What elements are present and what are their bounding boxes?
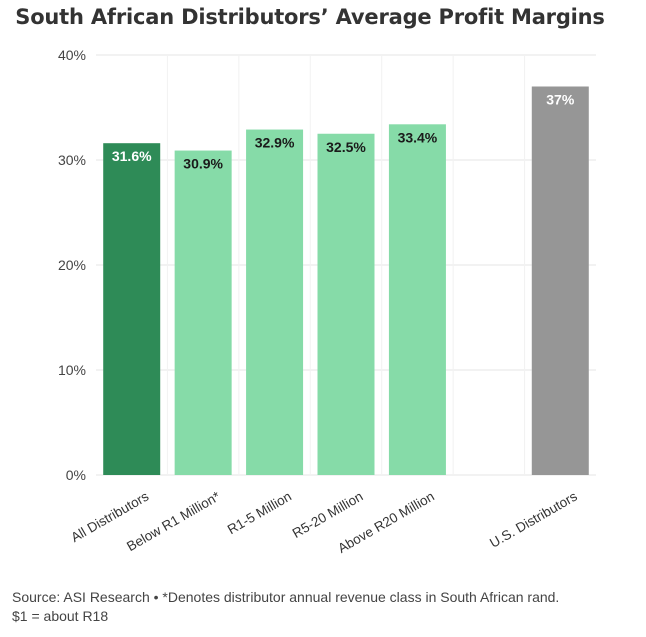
value-label: 31.6% [112,148,152,164]
footnote-exchange-rate: $1 = about R18 [12,608,109,624]
value-label: 32.5% [326,139,366,155]
value-labels: 31.6% 30.9% 32.9% 32.5% 33.4% 37% [112,92,575,172]
value-label: 30.9% [183,156,223,172]
chart-title: South African Distributors’ Average Prof… [15,5,605,29]
bar [317,133,375,475]
value-label: 33.4% [398,129,438,145]
bar-chart: 0% 10% 20% 30% 40% 31.6% 30.9% 32.9% 32.5% 33.4%… [58,47,596,556]
y-tick-label: 30% [58,152,86,168]
value-label: 32.9% [255,135,295,151]
value-label: 37% [546,92,575,108]
bars [103,86,589,476]
footnote-source: Source: ASI Research • *Denotes distribu… [12,589,560,605]
bar [174,150,232,476]
y-tick-label: 20% [58,257,86,273]
bar [531,86,589,475]
y-tick-label: 40% [58,47,86,63]
category-label: U.S. Distributors [487,488,580,550]
footnote: Source: ASI Research • *Denotes distribu… [12,588,632,626]
bar [246,129,304,476]
bar [388,124,446,476]
category-label: R1-5 Million [225,489,294,538]
bar [103,143,161,475]
y-tick-label: 10% [58,362,86,378]
y-tick-label: 0% [66,467,86,483]
y-axis-ticks: 0% 10% 20% 30% 40% [58,47,86,483]
